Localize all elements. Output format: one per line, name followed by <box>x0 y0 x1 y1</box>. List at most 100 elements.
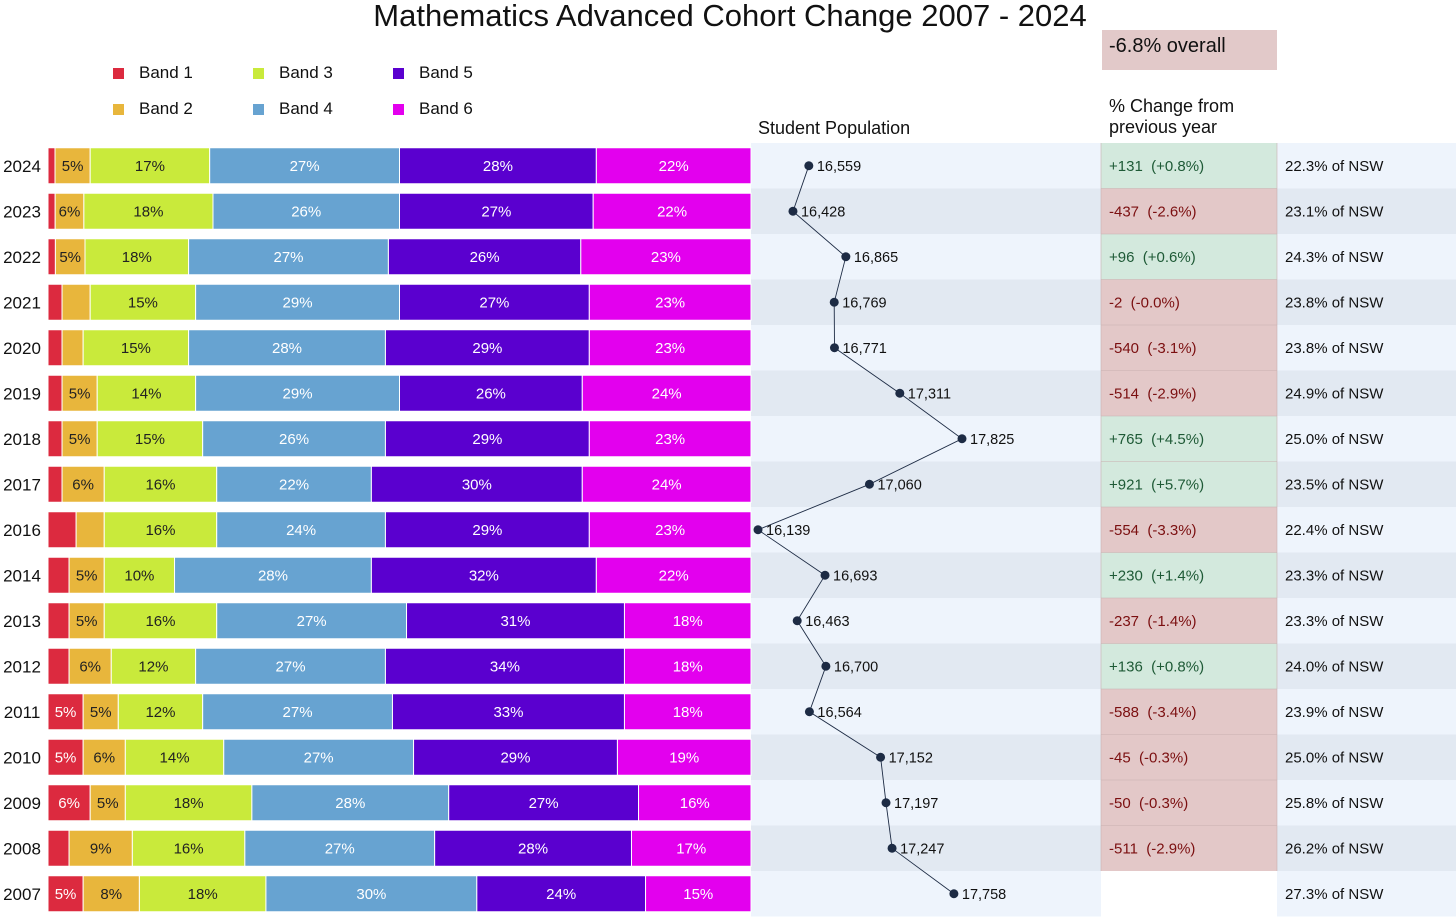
bar-label: 10% <box>124 567 154 584</box>
bar-label: 5% <box>59 249 81 266</box>
bar-segment-band-2 <box>68 647 112 685</box>
population-row-bg <box>751 188 1101 234</box>
bar-label: 33% <box>493 704 523 721</box>
bar-segment-band-6 <box>588 511 752 549</box>
nsw-row-bg <box>1277 461 1456 507</box>
bar-segment-band-6 <box>588 283 752 321</box>
bar-segment-band-1 <box>47 283 63 321</box>
bar-segment-band-6 <box>623 693 752 731</box>
population-header: Student Population <box>758 118 911 138</box>
change-cell-bg <box>1101 188 1277 234</box>
bar-segment-band-3 <box>103 602 218 640</box>
population-row-bg <box>751 416 1101 462</box>
change-header-line2: previous year <box>1109 117 1218 137</box>
population-point <box>829 343 839 353</box>
bar-label: 28% <box>483 158 513 175</box>
population-label: 16,463 <box>805 614 849 630</box>
population-point <box>895 388 905 398</box>
nsw-share: 25.0% of NSW <box>1285 431 1384 448</box>
bar-label: 9% <box>90 840 112 857</box>
change-value: +96 (+0.6%) <box>1109 249 1196 266</box>
bar-segment-band-4 <box>251 784 450 822</box>
population-point <box>820 570 830 580</box>
nsw-share: 24.3% of NSW <box>1285 249 1384 266</box>
change-cell-bg <box>1101 825 1277 871</box>
bar-segment-band-4 <box>174 556 372 594</box>
population-point <box>821 661 831 671</box>
bar-segment-band-5 <box>399 192 594 230</box>
bar-label: 14% <box>160 749 190 766</box>
population-point <box>949 889 959 899</box>
bar-label: 27% <box>276 658 306 675</box>
nsw-share: 24.9% of NSW <box>1285 385 1384 402</box>
bar-segment-band-6 <box>638 784 752 822</box>
year-label: 2019 <box>3 384 41 403</box>
bar-segment-band-2 <box>61 329 84 367</box>
bar-segment-band-3 <box>138 875 267 913</box>
bar-segment-band-6 <box>595 556 752 594</box>
population-label: 16,559 <box>817 159 861 175</box>
bar-label: 23% <box>651 249 681 266</box>
legend-swatch <box>393 103 404 115</box>
nsw-row-bg <box>1277 279 1456 325</box>
bar-segment-band-2 <box>89 784 126 822</box>
population-point <box>881 798 891 808</box>
bar-segment-band-2 <box>82 738 126 776</box>
population-label: 16,771 <box>842 341 886 357</box>
population-row-bg <box>751 461 1101 507</box>
bar-label: 26% <box>291 203 321 220</box>
legend-label: Band 1 <box>139 63 193 82</box>
bar-segment-band-1 <box>47 829 70 867</box>
bar-segment-band-1 <box>47 647 70 685</box>
population-row-bg <box>751 689 1101 735</box>
bar-segment-band-1 <box>47 192 56 230</box>
change-cell-bg <box>1101 279 1277 325</box>
bar-label: 15% <box>683 886 713 903</box>
bar-segment-band-1 <box>47 556 70 594</box>
year-label: 2010 <box>3 748 41 767</box>
change-value: -511 (-2.9%) <box>1109 840 1195 857</box>
change-cell-bg <box>1101 552 1277 598</box>
nsw-row-bg <box>1277 325 1456 371</box>
bar-segment-band-2 <box>68 829 133 867</box>
bar-segment-band-1 <box>47 511 77 549</box>
bar-segment-band-2 <box>68 602 105 640</box>
bar-label: 29% <box>283 294 313 311</box>
bar-label: 29% <box>472 431 502 448</box>
population-point <box>804 707 814 717</box>
bar-segment-band-2 <box>82 875 140 913</box>
bar-label: 5% <box>76 613 98 630</box>
bar-segment-band-3 <box>89 147 211 185</box>
bar-label: 28% <box>518 840 548 857</box>
change-cell-bg <box>1101 780 1277 826</box>
nsw-share: 22.3% of NSW <box>1285 158 1384 175</box>
bar-segment-band-4 <box>216 465 372 503</box>
bar-label: 12% <box>138 658 168 675</box>
bar-segment-band-1 <box>47 602 70 640</box>
bar-segment-band-1 <box>47 374 63 412</box>
population-label: 16,139 <box>766 523 810 539</box>
bar-segment-band-3 <box>117 693 204 731</box>
population-label: 16,564 <box>817 705 861 721</box>
bar-label: 16% <box>174 840 204 857</box>
change-value: +131 (+0.8%) <box>1109 158 1204 175</box>
bar-segment-band-5 <box>370 556 597 594</box>
population-point <box>829 297 839 307</box>
bar-label: 6% <box>79 658 101 675</box>
population-label: 17,758 <box>962 887 1006 903</box>
year-label: 2021 <box>3 293 41 312</box>
bar-label: 27% <box>304 749 334 766</box>
nsw-share: 22.4% of NSW <box>1285 522 1384 539</box>
population-label: 16,693 <box>833 568 877 584</box>
bar-label: 22% <box>657 203 687 220</box>
legend-item: Band 3 <box>253 63 333 83</box>
bar-segment-band-2 <box>82 693 119 731</box>
nsw-share: 23.8% of NSW <box>1285 340 1384 357</box>
bar-label: 5% <box>62 158 84 175</box>
bar-segment-band-1 <box>47 875 84 913</box>
nsw-share: 23.5% of NSW <box>1285 476 1384 493</box>
bar-segment-band-3 <box>131 829 246 867</box>
population-point <box>876 752 886 762</box>
bar-label: 16% <box>680 795 710 812</box>
bar-segment-band-6 <box>592 192 752 230</box>
